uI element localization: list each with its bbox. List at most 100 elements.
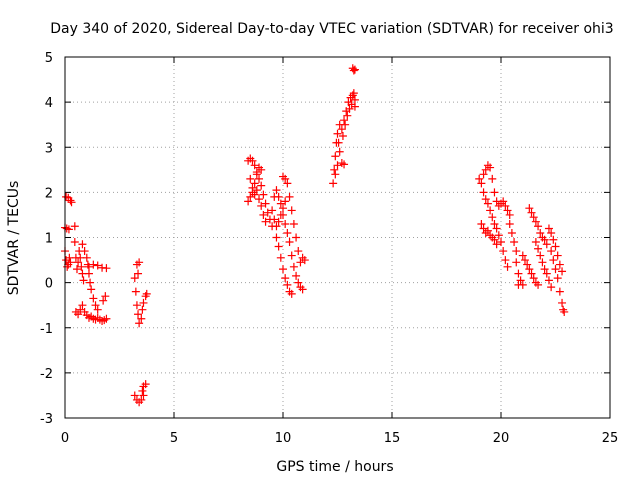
data-point bbox=[67, 198, 76, 207]
data-point bbox=[479, 188, 488, 197]
data-point bbox=[259, 190, 268, 199]
data-point bbox=[523, 260, 532, 269]
data-point bbox=[551, 265, 560, 274]
data-point bbox=[270, 215, 279, 224]
data-point bbox=[499, 247, 508, 256]
data-point bbox=[529, 274, 538, 283]
data-point bbox=[279, 204, 287, 213]
data-point bbox=[252, 186, 261, 195]
y-tick-label: -2 bbox=[40, 367, 53, 382]
data-point bbox=[77, 262, 86, 271]
data-point bbox=[527, 208, 536, 217]
data-point bbox=[257, 181, 266, 190]
data-point bbox=[84, 269, 93, 278]
data-point bbox=[102, 314, 111, 323]
data-point bbox=[130, 274, 139, 283]
data-point bbox=[486, 206, 495, 215]
data-point bbox=[514, 280, 523, 289]
data-point bbox=[486, 163, 495, 172]
data-point bbox=[101, 292, 110, 301]
data-point bbox=[331, 152, 340, 161]
data-points bbox=[61, 64, 569, 407]
x-tick-label: 15 bbox=[384, 431, 401, 446]
data-point bbox=[536, 228, 545, 237]
data-point bbox=[492, 224, 501, 233]
data-point bbox=[64, 225, 73, 234]
data-point bbox=[74, 310, 83, 319]
data-point bbox=[292, 233, 301, 242]
data-point bbox=[281, 274, 290, 283]
data-point bbox=[298, 285, 307, 294]
data-point bbox=[72, 265, 81, 274]
data-point bbox=[87, 285, 96, 294]
chart-title: Day 340 of 2020, Sidereal Day-to-day VTE… bbox=[50, 21, 613, 37]
y-tick-label: -3 bbox=[40, 412, 53, 427]
data-point bbox=[300, 256, 309, 265]
data-point bbox=[82, 253, 91, 262]
data-point bbox=[505, 210, 514, 219]
data-point bbox=[135, 319, 144, 328]
data-point bbox=[138, 305, 147, 314]
data-point bbox=[287, 289, 296, 298]
x-axis-label: GPS time / hours bbox=[276, 459, 393, 475]
data-point bbox=[330, 165, 339, 174]
data-point bbox=[292, 271, 301, 280]
data-point bbox=[349, 66, 358, 75]
data-point bbox=[333, 129, 342, 138]
data-point bbox=[261, 199, 270, 208]
data-point bbox=[289, 219, 298, 228]
data-point bbox=[89, 294, 98, 303]
data-point bbox=[337, 125, 346, 134]
y-tick-label: -1 bbox=[40, 322, 53, 337]
data-point bbox=[490, 219, 499, 228]
data-point bbox=[518, 251, 527, 260]
data-point bbox=[244, 197, 253, 206]
data-point bbox=[499, 197, 508, 206]
data-point bbox=[283, 280, 292, 289]
data-point bbox=[76, 305, 85, 314]
data-point bbox=[248, 188, 257, 197]
data-point bbox=[139, 391, 148, 400]
data-point bbox=[350, 95, 359, 104]
data-point bbox=[276, 210, 285, 219]
data-point bbox=[553, 274, 562, 283]
data-point bbox=[86, 278, 95, 287]
data-point bbox=[283, 179, 292, 188]
data-point bbox=[516, 276, 525, 285]
data-point bbox=[329, 179, 338, 188]
data-point bbox=[131, 287, 140, 296]
data-point bbox=[274, 217, 283, 226]
data-point bbox=[281, 197, 290, 206]
data-point bbox=[135, 258, 144, 267]
x-tick-label: 25 bbox=[602, 431, 619, 446]
data-point bbox=[296, 258, 305, 267]
data-point bbox=[534, 280, 543, 289]
data-point bbox=[334, 138, 343, 147]
data-point bbox=[340, 160, 349, 169]
x-tick-label: 5 bbox=[170, 431, 178, 446]
data-point bbox=[350, 65, 359, 74]
data-point bbox=[520, 256, 529, 265]
data-point bbox=[142, 289, 151, 298]
data-point bbox=[99, 296, 108, 305]
data-point bbox=[294, 278, 303, 287]
data-point bbox=[78, 301, 87, 310]
data-point bbox=[138, 386, 147, 395]
y-tick-label: 2 bbox=[45, 186, 53, 201]
data-point bbox=[488, 174, 497, 183]
data-point bbox=[525, 204, 534, 213]
data-point bbox=[514, 269, 523, 278]
x-tick-label: 10 bbox=[275, 431, 292, 446]
data-point bbox=[547, 247, 556, 256]
data-point bbox=[287, 206, 296, 215]
data-point bbox=[475, 174, 484, 183]
data-point bbox=[477, 179, 486, 188]
y-tick-label: 0 bbox=[45, 277, 53, 292]
data-point bbox=[294, 247, 303, 256]
data-point bbox=[134, 269, 143, 278]
data-point bbox=[507, 228, 516, 237]
data-point bbox=[512, 247, 521, 256]
data-point bbox=[331, 170, 340, 179]
data-point bbox=[542, 269, 551, 278]
data-point bbox=[549, 235, 558, 244]
